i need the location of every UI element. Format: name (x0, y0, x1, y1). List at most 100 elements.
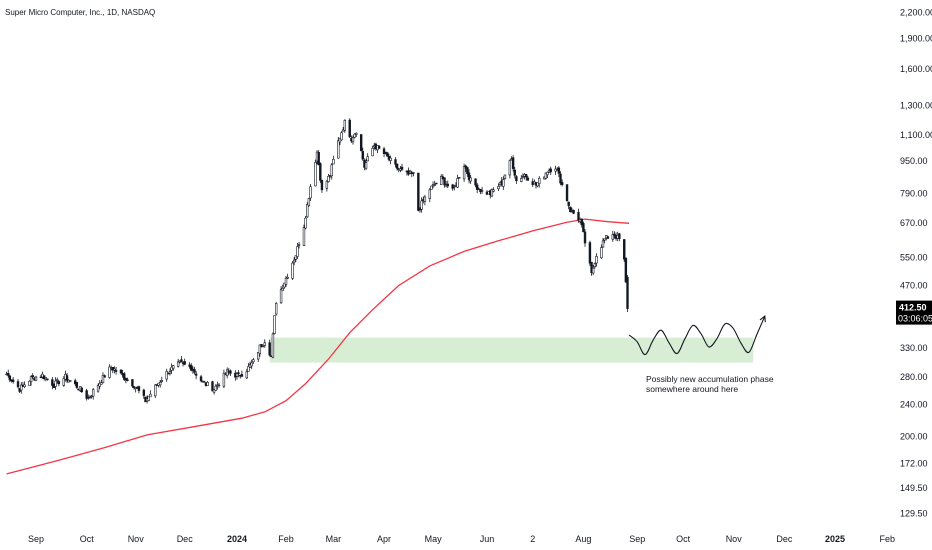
y-axis-tick-label: 1,600.00 (900, 64, 932, 74)
candle (433, 180, 436, 187)
candle (271, 332, 275, 359)
candle (497, 183, 500, 191)
candle-body (412, 172, 415, 174)
y-axis-tick-label: 670.00 (900, 218, 928, 228)
candle-body (126, 379, 129, 381)
candle-body (389, 157, 392, 161)
candle (618, 232, 621, 242)
candle-body (497, 186, 500, 190)
y-axis-tick-label: 470.00 (900, 281, 928, 291)
candle (44, 377, 48, 382)
candle-body (595, 255, 598, 264)
candle-body (603, 238, 606, 241)
candle (100, 379, 103, 385)
candle (23, 381, 26, 389)
candle (54, 377, 57, 390)
candle-body (170, 366, 173, 371)
candle-body (211, 381, 214, 392)
candle-body (395, 163, 399, 169)
candle (217, 383, 221, 388)
candle (314, 159, 317, 187)
y-axis-tick-label: 330.00 (900, 343, 928, 353)
candle (203, 380, 206, 383)
x-axis-tick-label: Sep (629, 534, 645, 544)
candle-body (453, 186, 456, 188)
candle (502, 176, 505, 191)
candle (464, 164, 467, 172)
candle (176, 358, 180, 368)
candle (591, 265, 595, 276)
candle (355, 132, 358, 138)
candle-body (355, 132, 358, 135)
candle-body (624, 257, 628, 283)
price-axis[interactable]: 129.50 149.50 172.00 200.00 240.00 280.00 330.… (900, 7, 932, 518)
candle (590, 261, 593, 276)
candle (250, 359, 253, 370)
candle (16, 379, 20, 389)
candle (435, 182, 438, 185)
candle (124, 377, 128, 384)
candle-body (435, 182, 438, 185)
candle (613, 231, 616, 239)
candle (297, 241, 301, 249)
candle-body (302, 227, 306, 246)
candle-body (536, 182, 539, 187)
candle-body (606, 236, 610, 239)
candle-body (217, 384, 221, 387)
candle-body (168, 371, 172, 374)
candle-body (544, 172, 548, 179)
candle (137, 385, 141, 394)
candle-body (520, 178, 523, 182)
candle (474, 178, 477, 188)
candle-body (456, 178, 459, 188)
candle (353, 133, 356, 139)
candle (160, 376, 164, 383)
y-axis-tick-label: 1,300.00 (900, 101, 932, 111)
candle (317, 150, 320, 166)
candle (80, 386, 83, 393)
candle-body (69, 380, 72, 382)
candle-body (65, 375, 69, 381)
candle (225, 367, 229, 379)
candle-body (600, 247, 603, 259)
candle (306, 202, 309, 218)
candle (611, 230, 614, 242)
x-axis-tick-label: Feb (880, 534, 896, 544)
candle (624, 257, 628, 284)
candle-body (480, 190, 484, 192)
candle-body (183, 361, 186, 365)
candle-body (284, 277, 288, 285)
y-axis-tick-label: 1,900.00 (900, 33, 932, 43)
candle (75, 381, 79, 389)
candle (515, 175, 518, 184)
candle-body (31, 375, 34, 378)
candle-body (80, 387, 83, 393)
candle-body (557, 167, 561, 174)
candle-body (353, 133, 356, 138)
candle-body (240, 374, 244, 377)
candle (560, 179, 564, 187)
candle (258, 344, 262, 357)
y-axis-tick-label: 280.00 (900, 372, 928, 382)
candle-body (400, 166, 404, 170)
candle (343, 119, 347, 133)
candle-body (291, 262, 294, 279)
y-axis-tick-label: 149.50 (900, 483, 928, 493)
candle-body (569, 206, 572, 213)
projection-arrowhead (759, 315, 766, 323)
projection-layer (628, 315, 766, 356)
candle (194, 370, 198, 380)
candle-body (591, 267, 595, 274)
candle (446, 180, 449, 189)
candle-body (132, 386, 136, 388)
candle-body (20, 384, 23, 391)
candle (538, 176, 541, 188)
candle (245, 368, 248, 380)
candle-body (611, 234, 614, 240)
candle (154, 384, 157, 399)
candle-body (433, 184, 436, 186)
time-axis[interactable]: Sep Oct Nov Dec 2024 Feb Mar Apr May Jun 2 Aug Sep Oc… (28, 534, 895, 544)
last-price-value: 412.50 (899, 303, 927, 313)
candle-body (359, 134, 363, 151)
